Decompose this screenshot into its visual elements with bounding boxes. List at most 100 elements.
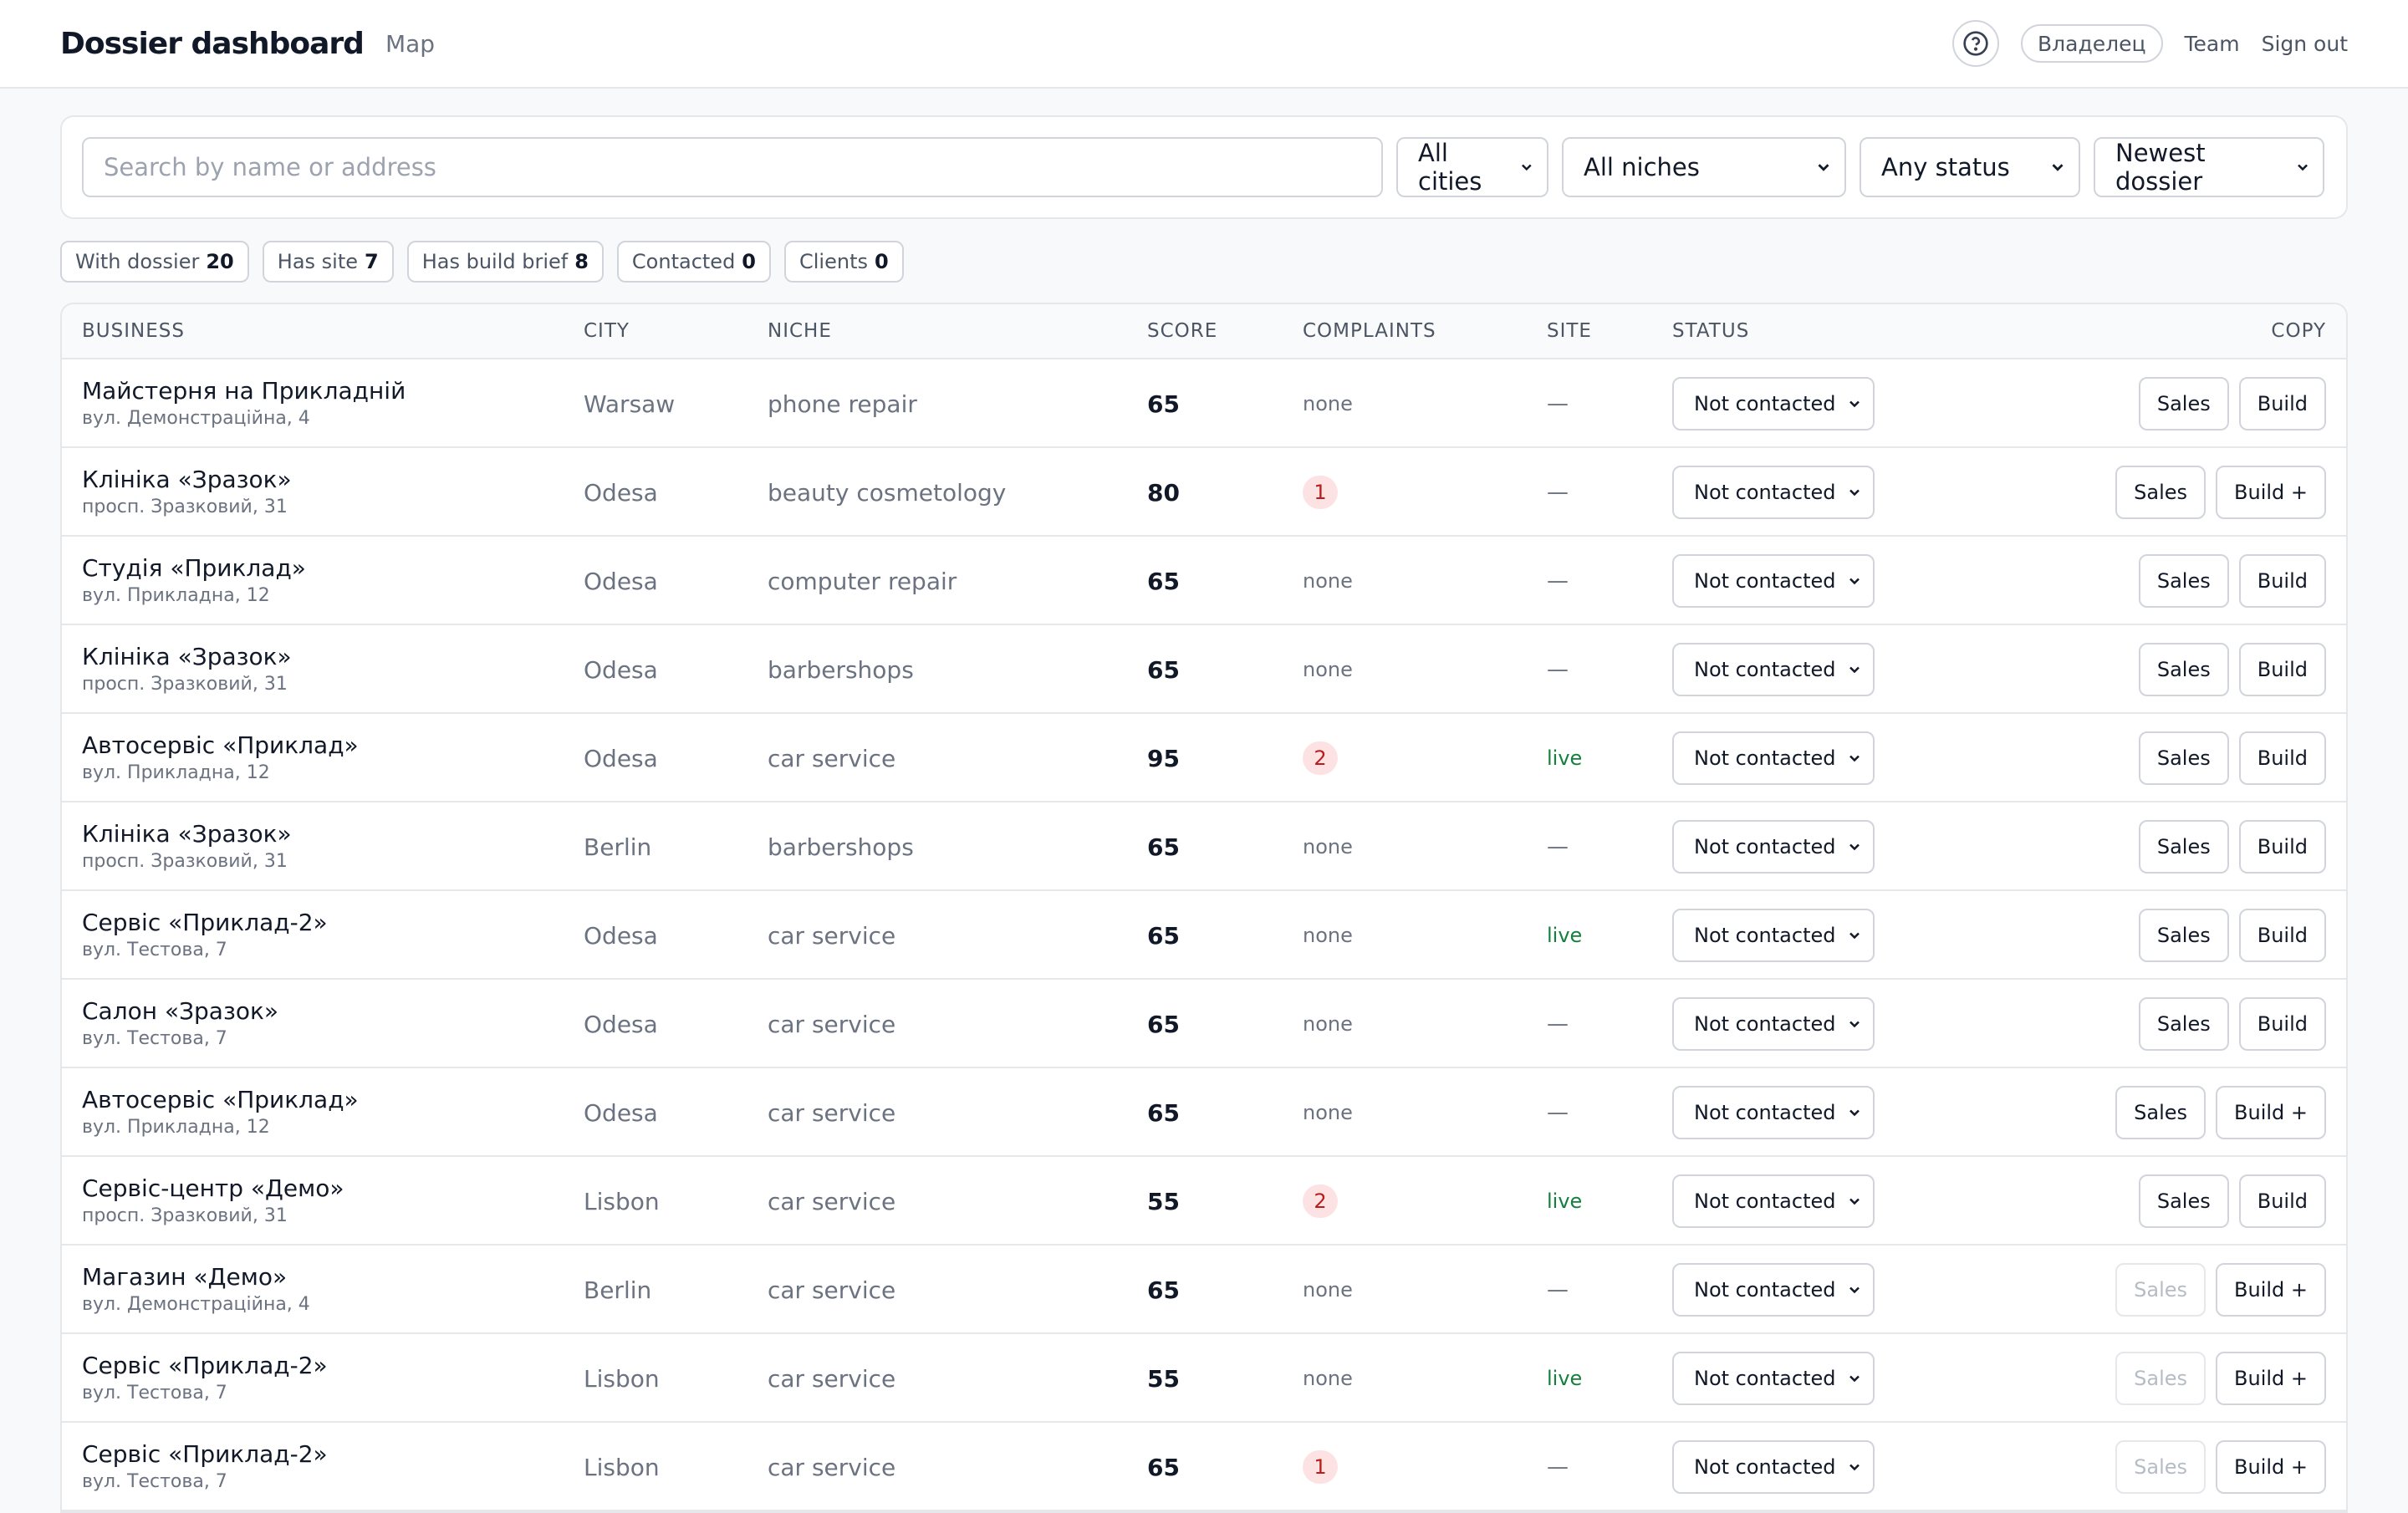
business-name[interactable]: Клініка «Зразок»	[82, 643, 292, 670]
business-name[interactable]: Клініка «Зразок»	[82, 820, 292, 848]
table-row[interactable]: Магазин «Демо» вул. Демонстраційна, 4 Berl…	[62, 1246, 2346, 1334]
table-row[interactable]: Сервіс «Приклад-2» вул. Тестова, 7 Lisbon c…	[62, 1423, 2346, 1511]
sign-out-link[interactable]: Sign out	[2261, 31, 2348, 56]
column-header-business[interactable]: BUSINESS	[82, 320, 185, 342]
status-select[interactable]: Not contacted	[1672, 1086, 1875, 1139]
stat-chip[interactable]: Has build brief 8	[406, 241, 604, 283]
table-row[interactable]: Салон «Зразок» вул. Тестова, 7 Odesa car se…	[62, 980, 2346, 1068]
sales-copy-button[interactable]: Sales	[2115, 1086, 2206, 1139]
search-input[interactable]: Search by name or address	[82, 137, 1383, 197]
complaints-none: none	[1303, 1367, 1353, 1390]
status-select[interactable]: Not contacted	[1672, 820, 1875, 874]
table-row[interactable]: Сервіс-центр «Демо» просп. Зразковий, 31 L…	[62, 1157, 2346, 1246]
topbar-actions: Владелец Team Sign out	[1952, 20, 2348, 67]
status-select[interactable]: Not contacted	[1672, 643, 1875, 696]
table-row[interactable]: Студія «Приклад» вул. Прикладна, 12 Odesa c…	[62, 537, 2346, 625]
chevron-down-icon	[1849, 1464, 1860, 1471]
column-header-score[interactable]: SCORE	[1147, 320, 1218, 342]
status-cell: Not contacted	[1672, 537, 1875, 625]
business-name[interactable]: Клініка «Зразок»	[82, 466, 292, 493]
build-copy-button[interactable]: Build +	[2216, 1263, 2326, 1317]
build-copy-button[interactable]: Build	[2238, 1174, 2326, 1228]
status-cell: Not contacted	[1672, 1157, 1875, 1246]
status-select[interactable]: Not contacted	[1672, 1352, 1875, 1405]
sort-select[interactable]: Newest dossier	[2094, 137, 2324, 197]
status-select[interactable]: Not contacted	[1672, 1440, 1875, 1494]
table-row[interactable]: Клініка «Зразок» просп. Зразковий, 31 Odes…	[62, 625, 2346, 714]
complaints-cell: none	[1303, 359, 1353, 448]
business-name[interactable]: Сервіс-центр «Демо»	[82, 1174, 344, 1202]
build-copy-button[interactable]: Build	[2238, 731, 2326, 785]
city-filter-select[interactable]: All cities	[1396, 137, 1548, 197]
sales-copy-button[interactable]: Sales	[2138, 554, 2229, 608]
column-header-complaints[interactable]: COMPLAINTS	[1303, 320, 1436, 342]
column-header-site[interactable]: SITE	[1547, 320, 1592, 342]
help-button[interactable]	[1952, 20, 1999, 67]
status-filter-select[interactable]: Any status	[1860, 137, 2080, 197]
stat-chip[interactable]: With dossier 20	[60, 241, 249, 283]
niche-cell: car service	[768, 1276, 896, 1304]
table-row[interactable]: Автосервіс «Приклад» вул. Прикладна, 12 Od…	[62, 714, 2346, 802]
build-copy-button[interactable]: Build +	[2216, 1440, 2326, 1494]
table-row[interactable]: Клініка «Зразок» просп. Зразковий, 31 Odes…	[62, 448, 2346, 537]
business-name[interactable]: Автосервіс «Приклад»	[82, 731, 359, 759]
build-copy-button[interactable]: Build	[2238, 377, 2326, 430]
status-select[interactable]: Not contacted	[1672, 997, 1875, 1051]
stat-chip[interactable]: Has site 7	[262, 241, 394, 283]
copy-cell: Sales Build	[2138, 980, 2326, 1068]
sales-copy-button[interactable]: Sales	[2138, 820, 2229, 874]
sales-copy-button[interactable]: Sales	[2115, 466, 2206, 519]
site-live-label: live	[1547, 746, 1583, 770]
table-row[interactable]: Майстерня на Прикладній вул. Демонстрацій…	[62, 359, 2346, 448]
business-name[interactable]: Сервіс «Приклад-2»	[82, 909, 328, 936]
status-select[interactable]: Not contacted	[1672, 909, 1875, 962]
table-row[interactable]: Сервіс «Приклад-2» вул. Тестова, 7 Odesa ca…	[62, 891, 2346, 980]
status-select[interactable]: Not contacted	[1672, 466, 1875, 519]
sales-copy-button[interactable]: Sales	[2138, 377, 2229, 430]
business-name[interactable]: Майстерня на Прикладній	[82, 377, 406, 405]
business-name[interactable]: Студія «Приклад»	[82, 554, 306, 582]
build-copy-button[interactable]: Build	[2238, 820, 2326, 874]
niche-filter-select[interactable]: All niches	[1562, 137, 1846, 197]
column-header-status[interactable]: STATUS	[1672, 320, 1750, 342]
business-name[interactable]: Сервіс «Приклад-2»	[82, 1440, 328, 1468]
site-cell: —	[1547, 448, 1569, 537]
nav-link-map[interactable]: Map	[385, 29, 436, 58]
nav-link-team[interactable]: Team	[2184, 31, 2240, 56]
status-select[interactable]: Not contacted	[1672, 554, 1875, 608]
status-select[interactable]: Not contacted	[1672, 1174, 1875, 1228]
stat-chip[interactable]: Clients 0	[784, 241, 904, 283]
sales-copy-button[interactable]: Sales	[2138, 731, 2229, 785]
table-row[interactable]: Автосервіс «Приклад» вул. Прикладна, 12 Od…	[62, 1068, 2346, 1157]
stat-chip[interactable]: Contacted 0	[616, 241, 771, 283]
column-header-niche[interactable]: NICHE	[768, 320, 832, 342]
status-select[interactable]: Not contacted	[1672, 731, 1875, 785]
build-copy-button[interactable]: Build +	[2216, 1086, 2326, 1139]
sales-copy-button[interactable]: Sales	[2138, 909, 2229, 962]
sales-copy-button: Sales	[2115, 1263, 2206, 1317]
site-cell: —	[1547, 980, 1569, 1068]
table-row[interactable]: Сервіс «Приклад-2» вул. Тестова, 7 Lisbon c…	[62, 1334, 2346, 1423]
business-name[interactable]: Сервіс «Приклад-2»	[82, 1352, 328, 1379]
business-name[interactable]: Магазин «Демо»	[82, 1263, 288, 1291]
build-copy-button[interactable]: Build	[2238, 909, 2326, 962]
business-name[interactable]: Автосервіс «Приклад»	[82, 1086, 359, 1113]
table-row[interactable]: Клініка «Зразок» просп. Зразковий, 31 Berl…	[62, 802, 2346, 891]
business-cell: Салон «Зразок» вул. Тестова, 7	[82, 980, 278, 1068]
status-select[interactable]: Not contacted	[1672, 1263, 1875, 1317]
role-badge[interactable]: Владелец	[2021, 24, 2163, 63]
build-copy-button[interactable]: Build	[2238, 554, 2326, 608]
status-select[interactable]: Not contacted	[1672, 377, 1875, 430]
status-cell: Not contacted	[1672, 1423, 1875, 1511]
complaints-none: none	[1303, 1012, 1353, 1036]
sales-copy-button[interactable]: Sales	[2138, 997, 2229, 1051]
sales-copy-button[interactable]: Sales	[2138, 643, 2229, 696]
column-header-city[interactable]: CITY	[584, 320, 630, 342]
build-copy-button[interactable]: Build +	[2216, 466, 2326, 519]
build-copy-button[interactable]: Build	[2238, 643, 2326, 696]
build-copy-button[interactable]: Build +	[2216, 1352, 2326, 1405]
business-name[interactable]: Салон «Зразок»	[82, 997, 279, 1025]
business-address: вул. Тестова, 7	[82, 1028, 227, 1049]
build-copy-button[interactable]: Build	[2238, 997, 2326, 1051]
sales-copy-button[interactable]: Sales	[2138, 1174, 2229, 1228]
